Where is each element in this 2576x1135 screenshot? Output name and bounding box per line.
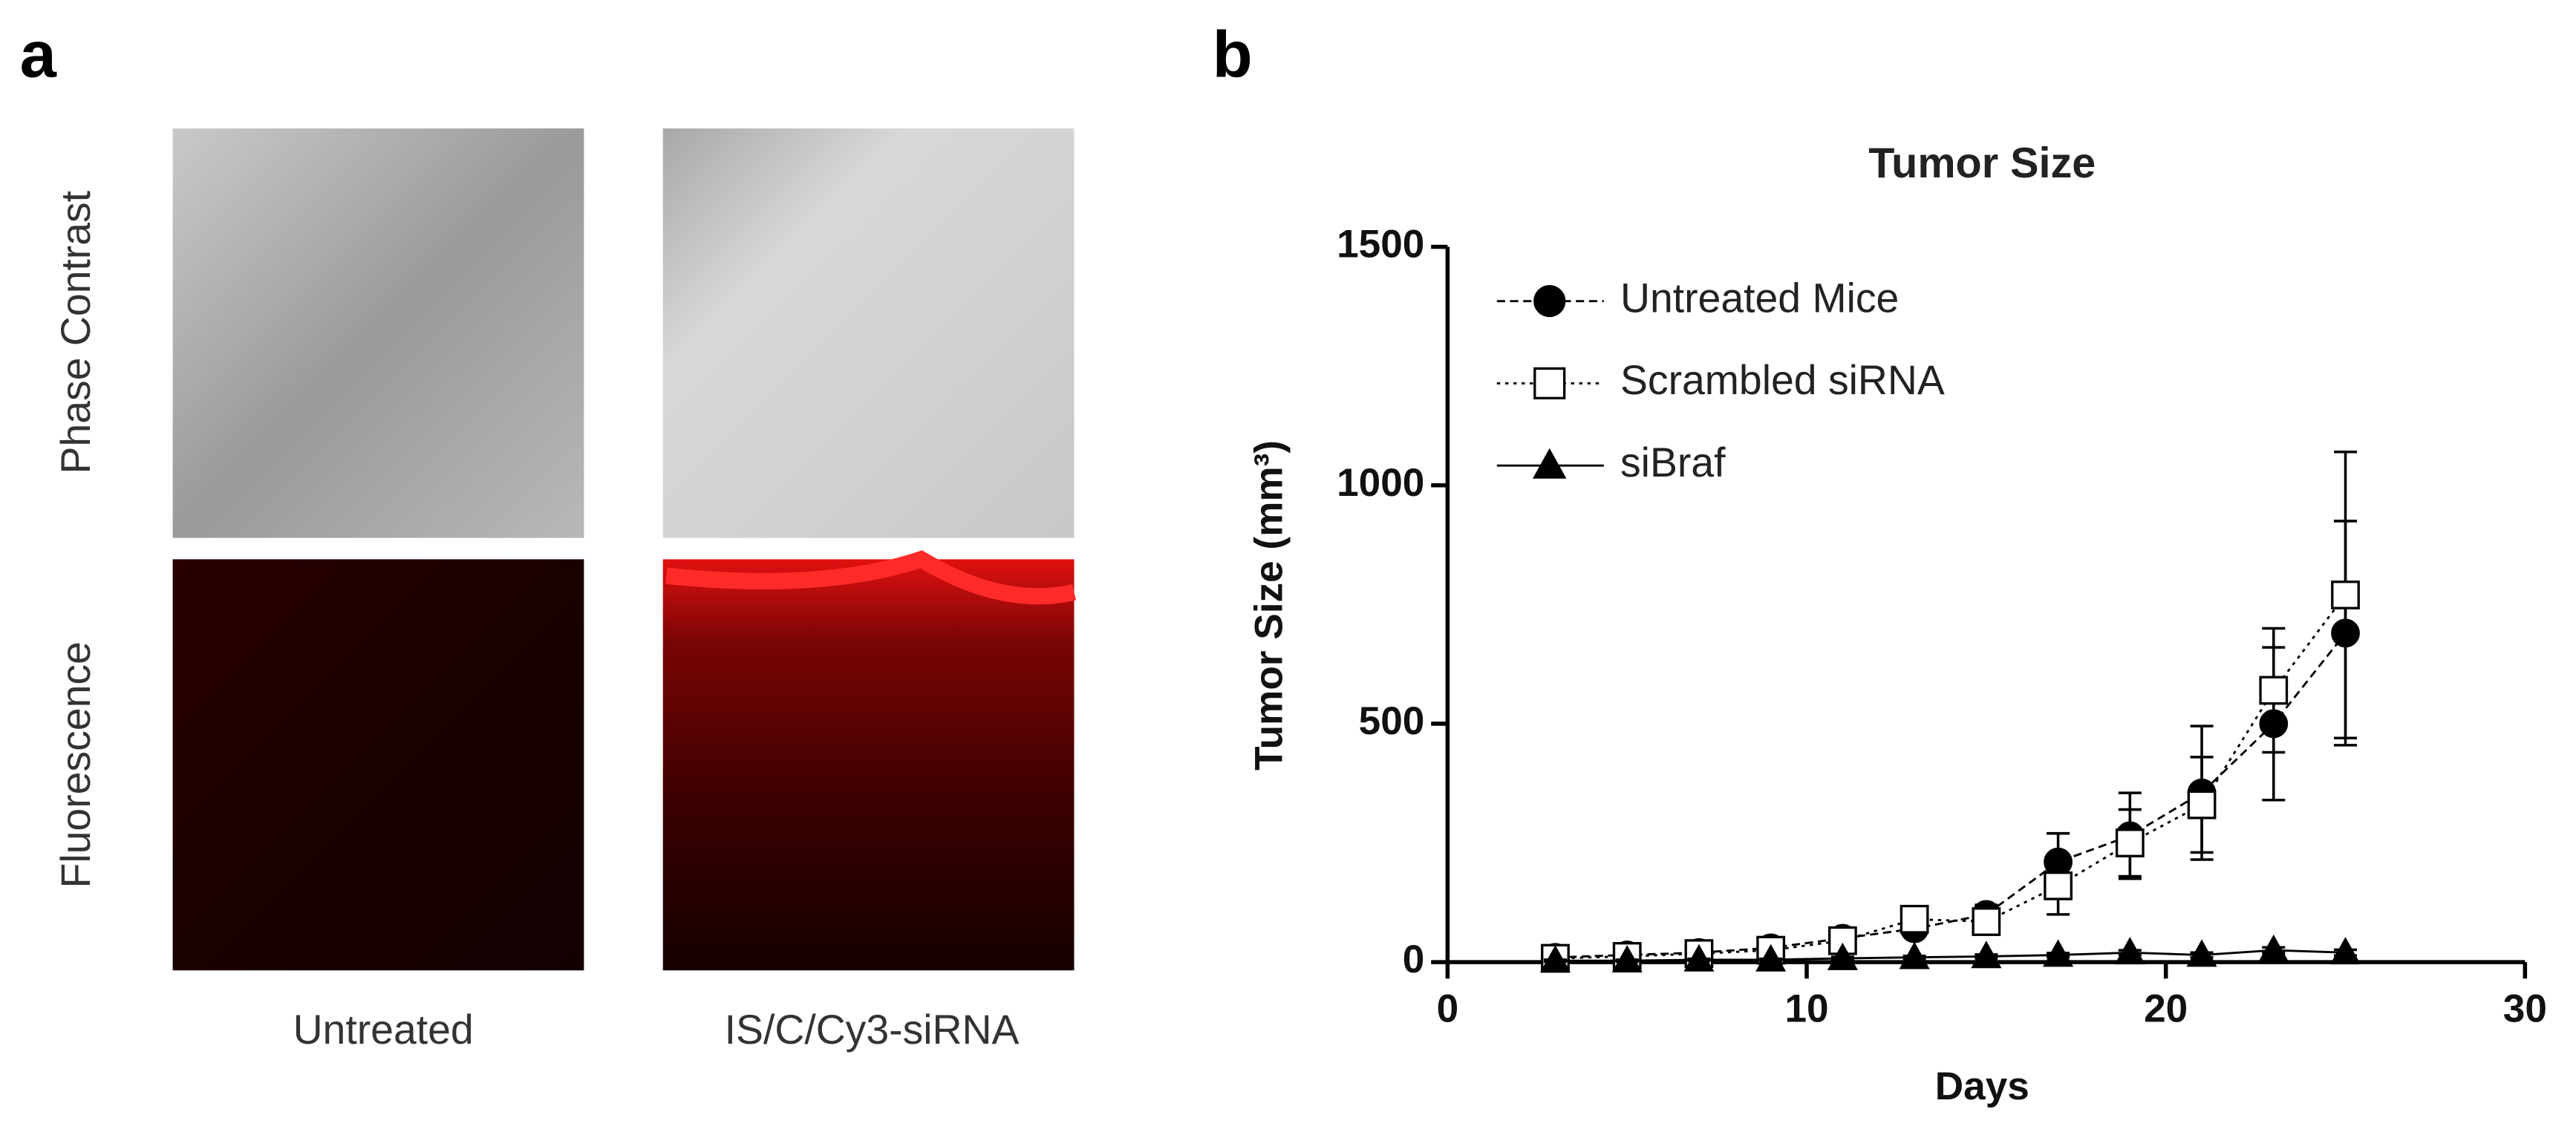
legend-label: Scrambled siRNA — [1620, 357, 1945, 403]
row-label: Phase Contrast — [53, 191, 99, 474]
series-line — [1555, 632, 2347, 959]
fluorescence-band — [665, 550, 1077, 605]
column-label: Untreated — [293, 1007, 474, 1053]
x-axis-label: Days — [1935, 1064, 2029, 1108]
data-point — [2331, 580, 2360, 609]
data-point — [1539, 945, 1571, 973]
legend-marker — [1533, 285, 1566, 318]
data-point — [2115, 828, 2145, 857]
panel-label: b — [1213, 17, 1253, 91]
fluorescence-image-untreated — [172, 559, 584, 971]
data-point — [2114, 937, 2145, 965]
row-label: Fluorescence — [53, 641, 99, 888]
column-label: IS/C/Cy3-siRNA — [725, 1007, 1020, 1053]
legend-marker — [1533, 367, 1566, 399]
data-point — [1972, 907, 2001, 936]
panel-label: a — [20, 17, 57, 91]
y-tick-label: 1000 — [1337, 461, 1424, 505]
chart-title: Tumor Size — [1868, 140, 2096, 187]
x-tick-label: 0 — [1437, 987, 1459, 1031]
series-line — [1555, 949, 2346, 962]
x-tick-label: 20 — [2144, 987, 2188, 1031]
legend-label: siBraf — [1620, 439, 1726, 485]
data-point — [2043, 939, 2074, 967]
phase-image-untreated — [172, 128, 584, 538]
series-line — [1555, 594, 2347, 960]
y-tick-label: 500 — [1359, 699, 1425, 743]
data-point — [2187, 790, 2217, 820]
data-point — [2329, 937, 2361, 965]
data-point — [1611, 945, 1643, 973]
data-point — [1971, 941, 2002, 969]
phase-image-treated — [662, 128, 1075, 538]
y-tick-label: 1500 — [1337, 223, 1424, 266]
data-point — [2258, 934, 2289, 962]
data-point — [1899, 941, 1930, 969]
legend-label: Untreated Mice — [1620, 275, 1899, 321]
data-point — [2186, 939, 2217, 967]
data-point — [1827, 942, 1858, 970]
data-point — [1683, 943, 1715, 972]
y-tick-label: 0 — [1403, 938, 1425, 981]
legend-marker — [1532, 448, 1567, 479]
y-axis-label: Tumor Size (mm³) — [1247, 440, 1291, 771]
data-point — [2044, 871, 2073, 900]
data-point — [1900, 904, 1929, 934]
data-point — [1755, 943, 1787, 972]
x-tick-label: 10 — [1784, 987, 1828, 1031]
x-tick-label: 30 — [2503, 987, 2547, 1031]
data-point — [2259, 676, 2289, 705]
fluorescence-image-treated — [662, 559, 1075, 971]
